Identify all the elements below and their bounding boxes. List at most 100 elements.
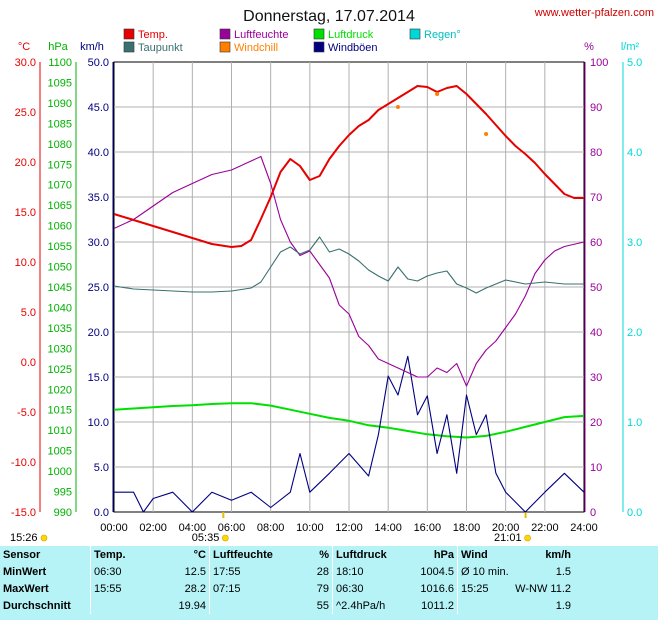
- y-tick-label: 995: [54, 487, 72, 499]
- y-tick-label: 0: [590, 507, 596, 519]
- y-tick-label: 1100: [48, 57, 72, 69]
- header-humidity-unit: %: [319, 548, 329, 561]
- cell-pressure-time: 18:10: [332, 563, 401, 580]
- x-tick-label: 12:00: [335, 522, 363, 534]
- site-url[interactable]: www.wetter-pfalzen.com: [534, 7, 654, 19]
- series-point-windchill: [395, 105, 400, 109]
- legend-label: Luftdruck: [328, 29, 374, 41]
- sun-icon: [40, 534, 48, 542]
- sunset-label: 21:01: [494, 532, 522, 544]
- y-tick-label: 30.0: [88, 237, 109, 249]
- y-tick-label: 40: [590, 327, 602, 339]
- cell-wind-time: [457, 597, 512, 614]
- y-tick-label: 1075: [48, 159, 72, 171]
- y-tick-label: 2.0: [627, 327, 642, 339]
- sunrise-label: 05:35: [192, 532, 220, 544]
- axis-unit: l/m²: [621, 41, 640, 53]
- axes: 00:00 02:00 04:00 06:00 08:00 10:00 12:00 14:00…: [10, 41, 642, 544]
- y-tick-label: 15.0: [88, 372, 109, 384]
- cell-temp-value: 28.2: [184, 582, 206, 595]
- y-tick-label: 1050: [48, 262, 72, 274]
- y-tick-label: 35.0: [88, 192, 109, 204]
- series-line-temp: [113, 85, 584, 248]
- cell-temp-value: 12.5: [184, 565, 206, 578]
- x-tick-label: 16:00: [414, 522, 442, 534]
- y-tick-label: 5.0: [627, 57, 642, 69]
- cell-pressure-value: 1011.2: [421, 599, 454, 612]
- cell-humidity-value: 55: [316, 599, 329, 612]
- axis-unit: hPa: [48, 41, 68, 53]
- header-sensor: Sensor: [3, 548, 41, 561]
- y-tick-label: 50.0: [88, 57, 109, 69]
- y-tick-label: 4.0: [627, 147, 642, 159]
- y-tick-label: 5.0: [21, 307, 36, 319]
- cell-temp-time: 15:55: [90, 580, 147, 597]
- legend-label: Windchill: [234, 42, 278, 54]
- stats-table: Sensor Temp. °C Luftfeuchte % Luftdruck …: [0, 546, 574, 614]
- y-tick-label: 40.0: [88, 147, 109, 159]
- legend-swatch: [409, 28, 421, 40]
- cell-pressure-time: 06:30: [332, 580, 401, 597]
- series-line-windben: [114, 355, 585, 513]
- axis-unit: km/h: [80, 41, 104, 53]
- y-tick-label: 90: [590, 102, 602, 114]
- y-tick-label: 30.0: [15, 57, 36, 69]
- y-tick-label: 1055: [48, 241, 72, 253]
- y-tick-label: 20.0: [88, 327, 109, 339]
- y-tick-label: 1015: [48, 405, 72, 417]
- header-humidity: Luftfeuchte: [209, 546, 276, 563]
- row-label: MaxWert: [3, 582, 49, 595]
- y-tick-label: 1095: [48, 77, 72, 89]
- y-tick-label: 25.0: [15, 107, 36, 119]
- x-tick-label: 02:00: [139, 522, 167, 534]
- y-tick-label: 0.0: [21, 357, 36, 369]
- y-tick-label: -15.0: [11, 507, 36, 519]
- x-tick-label: 10:00: [296, 522, 324, 534]
- y-tick-label: 15.0: [15, 207, 36, 219]
- header-temp: Temp.: [90, 546, 147, 563]
- header-pressure: Luftdruck: [332, 546, 401, 563]
- series-line-luftdruck: [113, 402, 585, 439]
- legend-swatch: [219, 41, 231, 53]
- y-tick-label: 1070: [48, 180, 72, 192]
- legend-label: Taupunkt: [138, 42, 183, 54]
- x-tick-label: 20:00: [492, 522, 520, 534]
- axis-unit: %: [584, 41, 594, 53]
- sun-icon: [222, 534, 229, 542]
- y-tick-label: 10: [590, 462, 602, 474]
- y-tick-label: 100: [590, 57, 608, 69]
- x-tick-label: 06:00: [218, 522, 246, 534]
- y-tick-label: 60: [590, 237, 602, 249]
- y-tick-label: 1090: [48, 98, 72, 110]
- y-tick-label: 80: [590, 147, 602, 159]
- y-tick-label: 45.0: [88, 102, 109, 114]
- row-label: Durchschnitt: [3, 599, 71, 612]
- legend-label: Windböen: [328, 42, 378, 54]
- x-tick-label: 22:00: [531, 522, 559, 534]
- cell-temp-time: [90, 597, 147, 614]
- legend-swatch: [313, 41, 325, 53]
- y-tick-label: 1085: [48, 118, 72, 130]
- legend-swatch: [313, 28, 325, 40]
- cell-wind-time: 15:25: [457, 580, 512, 597]
- legend-label: Regen°: [424, 29, 461, 41]
- y-tick-label: 1060: [48, 221, 72, 233]
- current-time-label: 15:26: [10, 532, 38, 544]
- cell-humidity-value: 28: [316, 565, 329, 578]
- header-wind: Wind: [457, 546, 512, 563]
- y-tick-label: 50: [590, 282, 602, 294]
- y-tick-label: -10.0: [11, 457, 36, 469]
- legend-swatch: [123, 41, 135, 53]
- y-tick-label: 5.0: [94, 462, 109, 474]
- cell-wind-time: Ø 10 min.: [457, 563, 512, 580]
- plot-area: [113, 85, 585, 513]
- y-tick-label: 1010: [48, 425, 72, 437]
- x-tick-label: 18:00: [453, 522, 481, 534]
- x-tick-label: 00:00: [100, 522, 128, 534]
- y-tick-label: 20: [590, 417, 602, 429]
- y-tick-label: 1020: [48, 384, 72, 396]
- cell-temp-time: 06:30: [90, 563, 147, 580]
- cell-humidity-time: [209, 597, 276, 614]
- y-tick-label: 20.0: [15, 157, 36, 169]
- y-tick-label: 70: [590, 192, 602, 204]
